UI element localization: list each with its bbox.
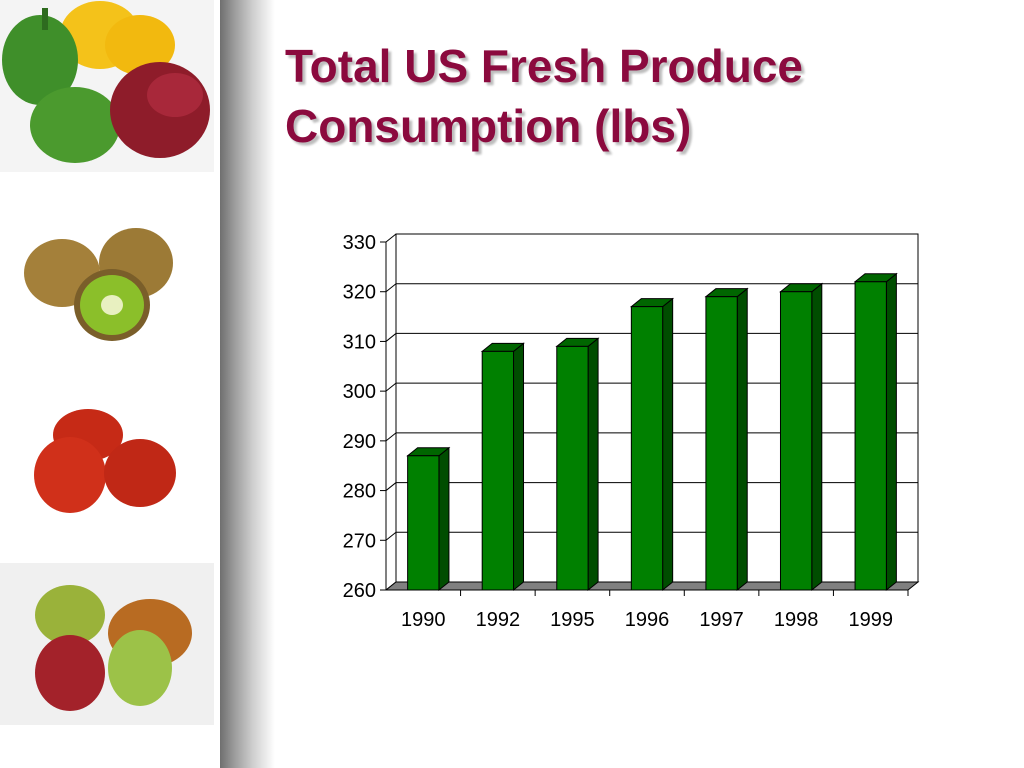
slide-title: Total US Fresh Produce Consumption (lbs) xyxy=(285,36,985,156)
bar-side-1996 xyxy=(662,297,674,592)
x-tick-label-1998: 1998 xyxy=(774,609,819,631)
bar-1995 xyxy=(556,345,589,591)
grid-side-280 xyxy=(385,482,397,491)
bar-side-1995 xyxy=(587,337,599,592)
x-tick-label-1995: 1995 xyxy=(550,609,595,631)
bell-peppers-image xyxy=(0,0,214,172)
y-tick-label-300: 300 xyxy=(343,381,376,403)
bar-1999 xyxy=(854,281,887,591)
x-tick-label-1997: 1997 xyxy=(699,609,744,631)
sidebar-photo-strip xyxy=(0,0,220,768)
grid-side-290 xyxy=(385,432,397,442)
grid-side-270 xyxy=(385,531,397,541)
y-tick-label-330: 330 xyxy=(343,232,376,254)
x-tick-label-1996: 1996 xyxy=(625,609,670,631)
pears-image xyxy=(0,563,214,725)
bar-1997 xyxy=(705,296,738,591)
bar-side-1992 xyxy=(513,342,525,592)
slide-title-line1: Total US Fresh Produce xyxy=(285,40,804,92)
tomatoes-image xyxy=(0,395,214,545)
y-tick-label-320: 320 xyxy=(343,282,376,304)
grid-side-330 xyxy=(385,233,397,243)
bar-1996 xyxy=(630,306,664,591)
grid-side-320 xyxy=(385,283,397,293)
grid-side-300 xyxy=(385,382,397,392)
x-tick-label-1990: 1990 xyxy=(401,609,446,631)
bar-1990 xyxy=(407,455,440,591)
y-tick-label-310: 310 xyxy=(343,331,376,353)
bar-side-1990 xyxy=(438,446,450,592)
grid-side-310 xyxy=(385,333,397,342)
bar-1998 xyxy=(779,291,813,591)
y-tick-label-280: 280 xyxy=(343,481,376,503)
bar-1992 xyxy=(481,350,515,591)
bar-side-1997 xyxy=(736,287,748,592)
bar-side-1998 xyxy=(811,282,823,592)
bar-chart: 260 270 280 290 300 310 320 330 1990 1992 1995 1996… xyxy=(343,232,920,631)
x-tick-label-1999: 1999 xyxy=(848,609,893,631)
x-tick-label-1992: 1992 xyxy=(476,609,521,631)
y-tick-label-290: 290 xyxy=(343,431,376,453)
slide-title-line2: Consumption (lbs) xyxy=(285,100,692,152)
kiwis-image xyxy=(0,205,214,365)
bar-side-1999 xyxy=(885,272,897,592)
y-tick-label-260: 260 xyxy=(343,580,376,602)
y-tick-label-270: 270 xyxy=(343,530,376,552)
sidebar-shadow xyxy=(220,0,275,768)
